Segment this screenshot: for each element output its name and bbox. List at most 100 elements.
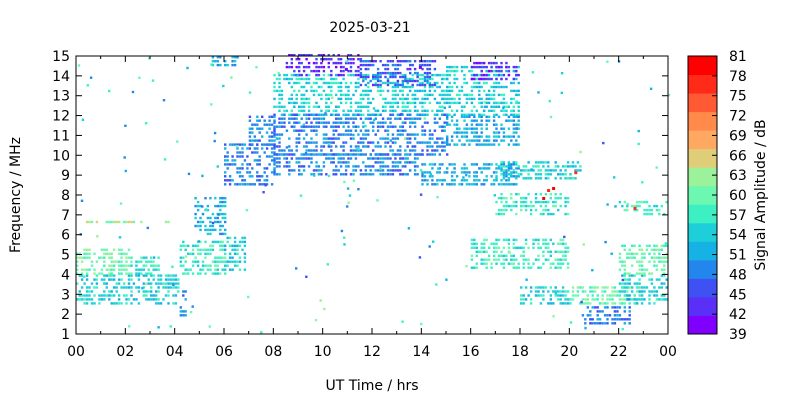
signal-point <box>347 109 350 112</box>
signal-point <box>409 67 412 71</box>
signal-point <box>307 117 311 120</box>
signal-point <box>182 294 185 297</box>
signal-point <box>330 69 333 73</box>
signal-point <box>137 272 141 275</box>
signal-point <box>337 125 340 128</box>
signal-point <box>601 310 604 313</box>
signal-point <box>359 141 363 144</box>
signal-hotspot <box>344 67 348 71</box>
signal-point <box>421 77 424 81</box>
signal-point <box>384 109 387 112</box>
signal-point <box>455 93 459 97</box>
signal-point <box>285 157 289 160</box>
signal-point <box>564 169 567 172</box>
signal-point <box>512 163 515 166</box>
signal-point <box>221 216 224 220</box>
signal-point <box>564 258 567 261</box>
signal-point <box>248 127 252 130</box>
signal-point <box>618 294 622 297</box>
signal-point <box>559 262 562 265</box>
signal-point <box>510 163 513 166</box>
signal-point <box>470 131 474 134</box>
colorbar-tick-label: 78 <box>729 69 747 85</box>
signal-point <box>515 69 518 73</box>
signal-point <box>633 244 636 247</box>
signal-point <box>95 260 99 263</box>
signal-point <box>349 109 353 112</box>
signal-point <box>359 101 363 105</box>
signal-point <box>389 101 392 105</box>
signal-point <box>404 77 407 81</box>
signal-point <box>396 129 400 132</box>
signal-point <box>302 97 306 101</box>
signal-point <box>450 97 454 101</box>
signal-point <box>302 85 306 89</box>
signal-point <box>517 93 520 97</box>
signal-point <box>95 274 99 277</box>
signal-point <box>228 183 232 186</box>
signal-point <box>357 109 360 112</box>
signal-point <box>275 153 279 156</box>
signal-point <box>332 161 335 164</box>
signal-point <box>635 282 639 285</box>
signal-point <box>352 173 355 176</box>
signal-point <box>391 89 395 93</box>
signal-point <box>465 115 469 118</box>
signal-point <box>265 123 269 126</box>
signal-point <box>233 264 237 267</box>
signal-point <box>167 286 170 289</box>
signal-point <box>401 129 404 132</box>
signal-point <box>295 129 298 132</box>
signal-point <box>480 123 483 126</box>
signal-point <box>381 71 385 75</box>
signal-point <box>224 232 227 236</box>
signal-point <box>660 256 663 259</box>
signal-point <box>423 97 427 101</box>
signal-point <box>157 282 160 285</box>
signal-point <box>413 149 417 152</box>
signal-point <box>446 65 449 69</box>
signal-point <box>317 169 321 172</box>
signal-point <box>236 155 239 158</box>
signal-point <box>391 113 395 116</box>
signal-point <box>238 167 242 170</box>
signal-point <box>127 286 131 289</box>
signal-point <box>322 141 326 144</box>
signal-point <box>369 121 372 124</box>
signal-point <box>219 63 222 67</box>
signal-point <box>293 169 296 172</box>
signal-point <box>211 240 215 244</box>
signal-point <box>76 260 79 263</box>
signal-point <box>399 75 402 79</box>
signal-point <box>515 123 518 126</box>
signal-point <box>413 109 417 112</box>
signal-point <box>347 117 350 120</box>
signal-point <box>443 141 446 144</box>
signal-point <box>485 266 488 269</box>
signal-point <box>226 264 229 267</box>
signal-point <box>283 121 286 124</box>
signal-point <box>628 252 631 255</box>
signal-point <box>144 122 148 125</box>
signal-point <box>379 121 382 124</box>
signal-point <box>172 302 175 305</box>
signal-point <box>76 298 79 301</box>
signal-point <box>300 97 303 101</box>
signal-point <box>167 278 170 281</box>
signal-point <box>559 204 562 208</box>
signal-point <box>391 105 395 108</box>
signal-point <box>256 179 259 182</box>
signal-point <box>298 133 301 136</box>
signal-point <box>505 183 508 186</box>
signal-point <box>278 81 281 85</box>
signal-point <box>547 246 550 249</box>
signal-point <box>611 298 614 301</box>
signal-point <box>349 137 353 140</box>
signal-point <box>396 81 400 85</box>
signal-point <box>409 149 412 152</box>
signal-point <box>268 115 271 118</box>
signal-point <box>376 75 380 79</box>
signal-point <box>394 117 397 120</box>
signal-point <box>322 77 326 81</box>
signal-point <box>317 93 321 97</box>
